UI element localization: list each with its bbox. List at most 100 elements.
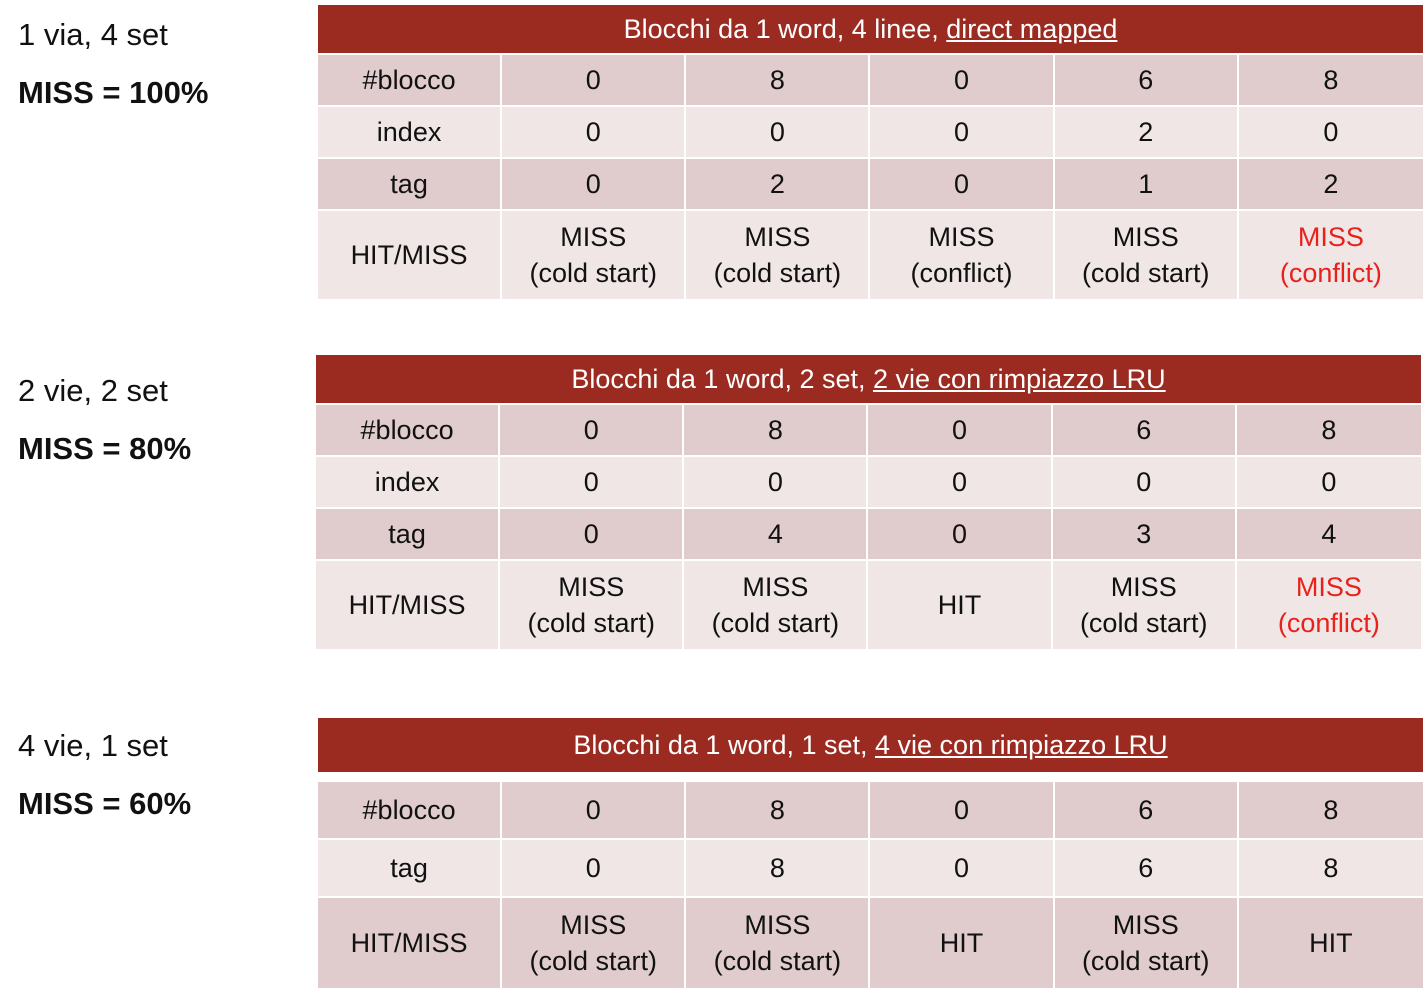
table-cell: 0 [870,55,1055,107]
table-title: Blocchi da 1 word, 4 linee, direct mappe… [318,5,1423,55]
table-cell: 4 [1236,509,1421,561]
miss-rate: MISS = 60% [18,786,192,821]
title-text: Blocchi da 1 word, 2 set, [571,363,874,394]
row-header: #blocco [318,782,503,840]
table-cell: 8 [686,55,871,107]
result-status: MISS [1297,222,1364,252]
table-cell: 0 [502,55,687,107]
result-row: HIT/MISS MISS (cold start) MISS (cold star… [316,561,1421,651]
table-cell: 8 [1236,405,1421,457]
row-header: HIT/MISS [316,561,501,651]
result-reason: (cold start) [1081,258,1210,288]
result-status: HIT [939,928,984,958]
result-cell: MISS (cold start) [686,211,871,301]
table-cell: 2 [686,159,871,211]
spacer-row [318,774,1423,782]
table-row: tag 0 8 0 6 8 [318,840,1423,898]
table-cell: 0 [500,405,685,457]
result-row: HIT/MISS MISS (cold start) MISS (cold star… [318,211,1423,301]
table-cell: 0 [502,782,687,840]
result-cell: MISS (cold start) [1054,211,1239,301]
result-reason: (cold start) [1079,608,1208,638]
table-title: Blocchi da 1 word, 2 set, 2 vie con rimp… [316,355,1421,405]
result-status: MISS [744,222,811,252]
result-cell: HIT [870,898,1055,990]
result-status: MISS [742,572,809,602]
table-cell: 0 [1238,107,1423,159]
table-row: #blocco 0 8 0 6 8 [318,55,1423,107]
row-header: tag [316,509,501,561]
result-status: MISS [1112,222,1179,252]
result-row: HIT/MISS MISS (cold start) MISS (cold star… [318,898,1423,990]
table-cell: 6 [1052,405,1237,457]
result-cell: MISS (cold start) [1054,898,1239,990]
table-cell: 0 [1052,457,1237,509]
result-reason: (cold start) [713,946,842,976]
result-reason: (conflict) [1277,608,1380,638]
table-cell: 0 [500,457,685,509]
result-cell: MISS (cold start) [684,561,869,651]
result-status: MISS [1112,910,1179,940]
row-header: #blocco [316,405,501,457]
table-row: tag 0 4 0 3 4 [316,509,1421,561]
title-underlined-text: 2 vie con rimpiazzo LRU [873,363,1166,394]
result-cell: MISS (cold start) [502,211,687,301]
table-cell: 0 [502,840,687,898]
table-cell: 0 [502,159,687,211]
result-status: MISS [560,222,627,252]
table-row: tag 0 2 0 1 2 [318,159,1423,211]
result-cell: MISS (cold start) [1052,561,1237,651]
result-status: MISS [558,572,625,602]
table-cell: 0 [500,509,685,561]
table-cell: 3 [1052,509,1237,561]
config-text: 2 vie, 2 set [18,373,168,408]
result-reason: (cold start) [529,946,657,976]
config-text: 1 via, 4 set [18,17,168,52]
result-cell: HIT [1238,898,1423,990]
table-cell: 8 [686,840,871,898]
row-header: tag [318,840,503,898]
result-cell: HIT [868,561,1053,651]
table-cell: 8 [686,782,871,840]
result-status: MISS [928,222,995,252]
table-cell: 8 [1238,782,1423,840]
table-cell: 0 [868,457,1053,509]
miss-rate: MISS = 80% [18,431,192,466]
config-label-3: 4 vie, 1 set MISS = 60% [18,728,191,822]
row-header: HIT/MISS [318,898,503,990]
table-cell: 0 [686,107,871,159]
table-cell: 8 [1238,840,1423,898]
table-cell: 0 [868,509,1053,561]
cache-table-2-way: Blocchi da 1 word, 2 set, 2 vie con rimp… [316,355,1421,651]
result-cell-highlighted: MISS (conflict) [1238,211,1423,301]
result-reason: (conflict) [1279,258,1382,288]
row-header: index [318,107,503,159]
result-reason: (conflict) [910,258,1013,288]
config-text: 4 vie, 1 set [18,728,168,763]
table-cell: 6 [1054,55,1239,107]
table-cell: 0 [870,159,1055,211]
result-cell: MISS (conflict) [870,211,1055,301]
result-reason: (cold start) [529,258,657,288]
config-label-1: 1 via, 4 set MISS = 100% [18,17,208,111]
result-status: MISS [1295,572,1362,602]
title-text: Blocchi da 1 word, 4 linee, [623,13,947,44]
title-text: Blocchi da 1 word, 1 set, [573,729,876,760]
result-cell: MISS (cold start) [500,561,685,651]
table-cell: 0 [868,405,1053,457]
table-title: Blocchi da 1 word, 1 set, 4 vie con rimp… [318,718,1423,774]
miss-rate: MISS = 100% [18,75,209,110]
table-cell: 1 [1054,159,1239,211]
result-status: HIT [1309,928,1353,958]
config-label-2: 2 vie, 2 set MISS = 80% [18,373,191,467]
table-cell: 0 [870,840,1055,898]
cache-table-4-way: Blocchi da 1 word, 1 set, 4 vie con rimp… [318,718,1423,990]
result-cell: MISS (cold start) [686,898,871,990]
table-cell: 2 [1238,159,1423,211]
table-row: index 0 0 0 0 0 [316,457,1421,509]
title-underlined-text: 4 vie con rimpiazzo LRU [875,729,1168,760]
result-status: HIT [937,590,982,620]
result-cell-highlighted: MISS (conflict) [1236,561,1421,651]
table-row: index 0 0 0 2 0 [318,107,1423,159]
row-header: #blocco [318,55,503,107]
